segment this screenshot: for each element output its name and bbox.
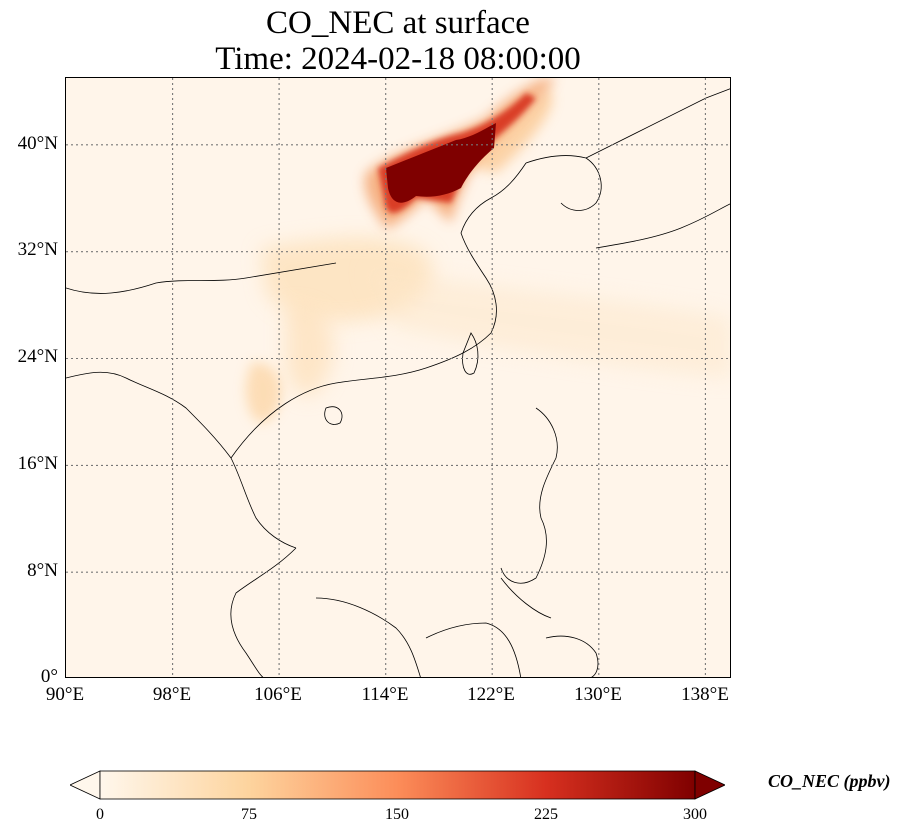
lon-label-138e: 138°E <box>681 684 729 705</box>
map-title: CO_NEC at surface <box>266 5 530 41</box>
colorbar-extend-max <box>694 770 726 800</box>
colorbar-tick-300: 300 <box>683 806 707 823</box>
colorbar-tick-75: 75 <box>241 806 257 823</box>
colorbar-gradient <box>69 770 726 800</box>
colorbar <box>69 770 726 800</box>
lat-label-32n: 32°N <box>17 239 58 260</box>
lon-label-130e: 130°E <box>574 684 622 705</box>
lon-label-106e: 106°E <box>254 684 302 705</box>
map-canvas <box>66 78 730 677</box>
co-plume <box>364 78 556 228</box>
colorbar-label: CO_NEC (ppbv) <box>768 771 891 791</box>
lon-label-122e: 122°E <box>467 684 515 705</box>
map-gridlines <box>66 78 730 677</box>
map-panel <box>65 77 731 678</box>
lat-label-24n: 24°N <box>17 346 58 367</box>
map-timestamp: Time: 2024-02-18 08:00:00 <box>215 41 581 77</box>
colorbar-tick-0: 0 <box>96 806 104 823</box>
lon-label-114e: 114°E <box>361 684 409 705</box>
colorbar-tick-225: 225 <box>534 806 558 823</box>
lon-label-90e: 90°E <box>45 684 85 705</box>
lat-label-8n: 8°N <box>27 560 58 581</box>
lon-label-98e: 98°E <box>152 684 192 705</box>
lat-label-16n: 16°N <box>17 453 58 474</box>
colorbar-extend-min <box>69 770 101 800</box>
colorbar-tick-150: 150 <box>385 806 409 823</box>
coastlines <box>66 88 730 677</box>
lat-label-40n: 40°N <box>17 133 58 154</box>
lat-label-0: 0° <box>40 666 58 687</box>
